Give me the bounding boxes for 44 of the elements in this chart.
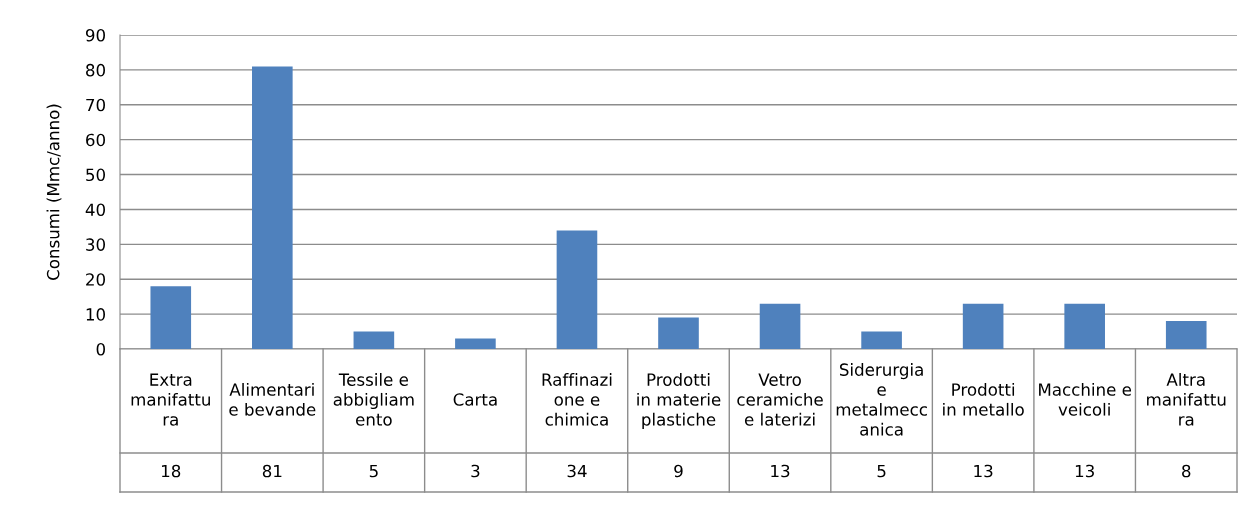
data-label: 5 bbox=[877, 464, 886, 478]
data-label: 9 bbox=[674, 464, 683, 478]
y-tick-label: 20 bbox=[86, 273, 105, 286]
bar bbox=[1064, 303, 1105, 349]
y-tick-label: 90 bbox=[85, 28, 105, 42]
data-label: 18 bbox=[162, 464, 181, 478]
y-tick-label: 0 bbox=[96, 342, 105, 356]
data-label: 3 bbox=[471, 464, 480, 478]
y-axis-title: Consumi (Mmc/anno) bbox=[46, 104, 62, 280]
bar bbox=[353, 331, 395, 349]
x-tick-label: Prodotti in metallo bbox=[943, 382, 1024, 416]
bar bbox=[1165, 321, 1207, 349]
data-label: 34 bbox=[567, 464, 587, 478]
data-label: 13 bbox=[974, 464, 993, 478]
y-tick-label: 10 bbox=[86, 308, 105, 321]
bar bbox=[658, 317, 699, 349]
x-tick-label: Tessile e abbigliamento bbox=[333, 373, 414, 426]
bar bbox=[759, 303, 801, 349]
x-tick-label: Macchine e veicoli bbox=[1039, 382, 1132, 416]
y-tick-label: 30 bbox=[86, 238, 105, 251]
y-tick-label: 60 bbox=[86, 133, 105, 147]
bar bbox=[556, 230, 598, 349]
x-tick-label: Raffinazione e chimica bbox=[542, 373, 612, 426]
y-tick-label: 80 bbox=[86, 63, 105, 77]
bar bbox=[150, 286, 192, 349]
data-label: 81 bbox=[262, 464, 282, 478]
y-tick-label: 50 bbox=[86, 168, 105, 182]
y-tick-label: 40 bbox=[85, 203, 105, 217]
data-label: 13 bbox=[771, 464, 790, 478]
x-tick-label: Vetro ceramiche e laterizi bbox=[737, 373, 823, 426]
bar bbox=[455, 338, 496, 349]
data-label: 13 bbox=[1075, 464, 1094, 478]
data-label: 8 bbox=[1182, 464, 1191, 478]
x-tick-label: Siderurgia e metalmeccanica bbox=[836, 363, 927, 436]
x-tick-label: Carta bbox=[453, 393, 497, 406]
x-tick-label: Altra manifattura bbox=[1147, 373, 1226, 426]
y-tick-label: 70 bbox=[86, 98, 105, 112]
bar bbox=[861, 331, 902, 349]
x-tick-label: Alimentari e bevande bbox=[229, 382, 316, 416]
x-tick-label: Prodotti in materie plastiche bbox=[637, 373, 721, 429]
data-label: 5 bbox=[369, 464, 378, 478]
bar bbox=[962, 303, 1004, 349]
bar bbox=[252, 66, 293, 349]
x-tick-label: Extra manifattura bbox=[131, 373, 210, 426]
